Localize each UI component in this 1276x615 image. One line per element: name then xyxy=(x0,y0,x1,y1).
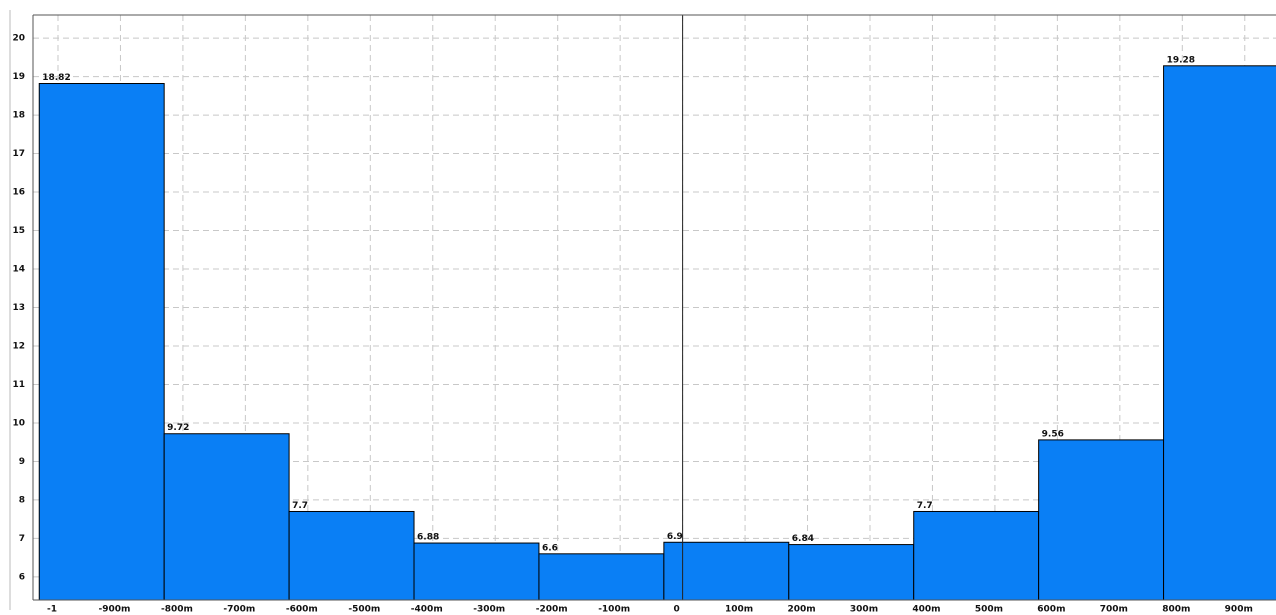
y-tick-label: 11 xyxy=(12,380,25,390)
x-tick-label: 700m xyxy=(1100,605,1128,615)
y-tick-label: 10 xyxy=(12,418,25,428)
data-label: 19.28 xyxy=(1167,55,1195,65)
x-tick-label: -900m xyxy=(98,605,130,615)
x-tick-label: -400m xyxy=(411,605,443,615)
bar xyxy=(413,542,540,601)
y-tick-label: 17 xyxy=(12,149,25,159)
y-tick-label: 7 xyxy=(19,534,25,544)
x-tick-label: 600m xyxy=(1037,605,1065,615)
x-tick-label: -800m xyxy=(161,605,193,615)
data-label: 18.82 xyxy=(42,73,70,83)
bar xyxy=(163,433,290,601)
data-label: 6.88 xyxy=(417,533,439,543)
x-tick-label: 500m xyxy=(975,605,1003,615)
x-tick-label: 0 xyxy=(673,605,679,615)
x-tick-label: -700m xyxy=(223,605,255,615)
data-label: 6.84 xyxy=(792,534,814,544)
data-label: 9.72 xyxy=(167,423,189,433)
x-tick-label: -1 xyxy=(47,605,57,615)
y-tick-label: 16 xyxy=(12,188,25,198)
bar xyxy=(38,83,165,601)
x-tick-label: -500m xyxy=(348,605,380,615)
bar xyxy=(663,541,790,601)
x-tick-label: 200m xyxy=(787,605,815,615)
y-tick-label: 14 xyxy=(12,265,25,275)
bar xyxy=(1038,439,1165,601)
y-tick-label: 15 xyxy=(12,226,25,236)
data-label: 6.9 xyxy=(667,532,683,542)
data-label: 6.6 xyxy=(542,543,558,553)
y-tick-label: 20 xyxy=(12,34,25,44)
y-tick-label: 19 xyxy=(12,72,25,82)
bar xyxy=(538,553,665,601)
x-tick-label: 100m xyxy=(725,605,753,615)
y-tick-label: 12 xyxy=(12,341,25,351)
bar xyxy=(1163,65,1276,601)
y-tick-label: 18 xyxy=(12,111,25,121)
data-label: 7.7 xyxy=(292,501,308,511)
x-tick-label: -100m xyxy=(598,605,630,615)
x-tick-label: 400m xyxy=(912,605,940,615)
bar xyxy=(913,510,1040,601)
x-tick-label: -300m xyxy=(473,605,505,615)
data-label: 7.7 xyxy=(917,501,933,511)
bar xyxy=(288,510,415,601)
y-tick-label: 13 xyxy=(12,303,25,313)
x-tick-label: -200m xyxy=(536,605,568,615)
y-tick-label: 6 xyxy=(19,572,25,582)
x-tick-label: -600m xyxy=(286,605,318,615)
x-tick-label: 800m xyxy=(1162,605,1190,615)
data-label: 9.56 xyxy=(1042,429,1064,439)
y-tick-label: 9 xyxy=(19,457,25,467)
y-tick-label: 8 xyxy=(19,495,25,505)
x-tick-label: 300m xyxy=(850,605,878,615)
x-tick-label: 900m xyxy=(1225,605,1253,615)
bar xyxy=(788,544,915,601)
